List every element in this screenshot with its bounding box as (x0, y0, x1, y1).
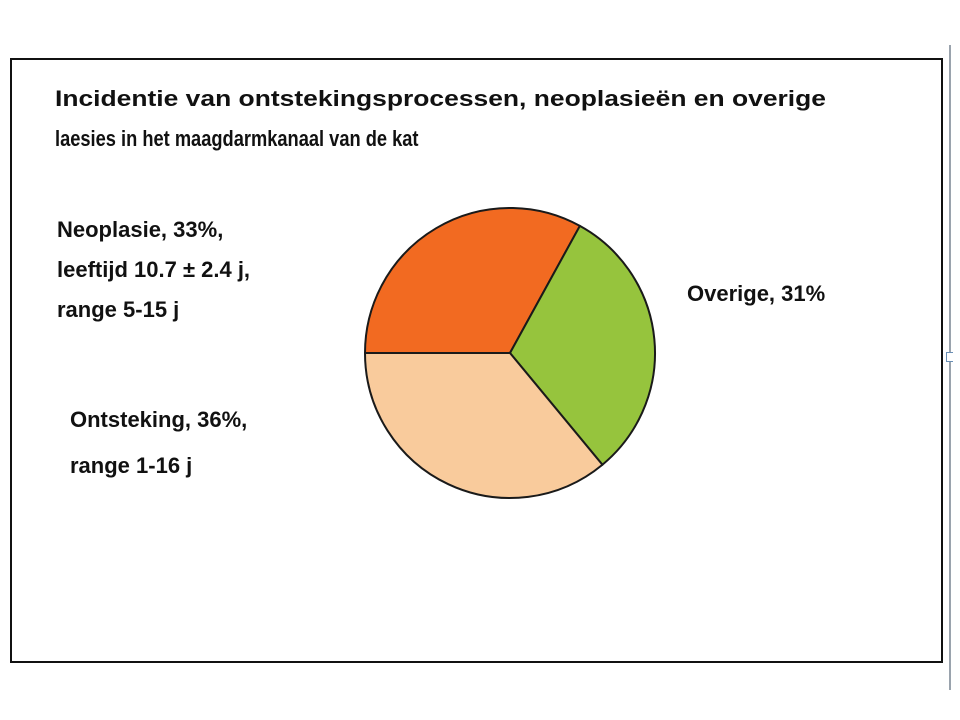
slide-frame (10, 58, 943, 663)
label-line: Neoplasie, 33%, (57, 217, 224, 242)
label-line: range 5-15 j (57, 297, 180, 322)
label-overige: Overige, 31% (687, 274, 825, 314)
pie-slice-overige (509, 224, 656, 466)
pie-slice-ontsteking (364, 352, 604, 499)
scrollbar-track[interactable] (949, 45, 951, 690)
label-line: Overige, 31% (687, 281, 826, 306)
title-line-1: Incidentie van ontstekingsprocessen, neo… (55, 86, 826, 111)
label-line: Ontsteking, 36%, (70, 407, 248, 432)
pie-slice-neoplasie (364, 207, 581, 354)
label-neoplasie: Neoplasie, 33%, leeftijd 10.7 ± 2.4 j, r… (57, 210, 250, 330)
label-ontsteking: Ontsteking, 36%, range 1-16 j (70, 397, 247, 489)
label-line: leeftijd 10.7 ± 2.4 j, (57, 257, 251, 282)
title-line-2: laesies in het maagdarmkanaal van de kat (55, 126, 419, 151)
label-line: range 1-16 j (70, 453, 193, 478)
chart-title: Incidentie van ontstekingsprocessen, neo… (55, 79, 826, 159)
resize-handle[interactable] (946, 352, 953, 362)
